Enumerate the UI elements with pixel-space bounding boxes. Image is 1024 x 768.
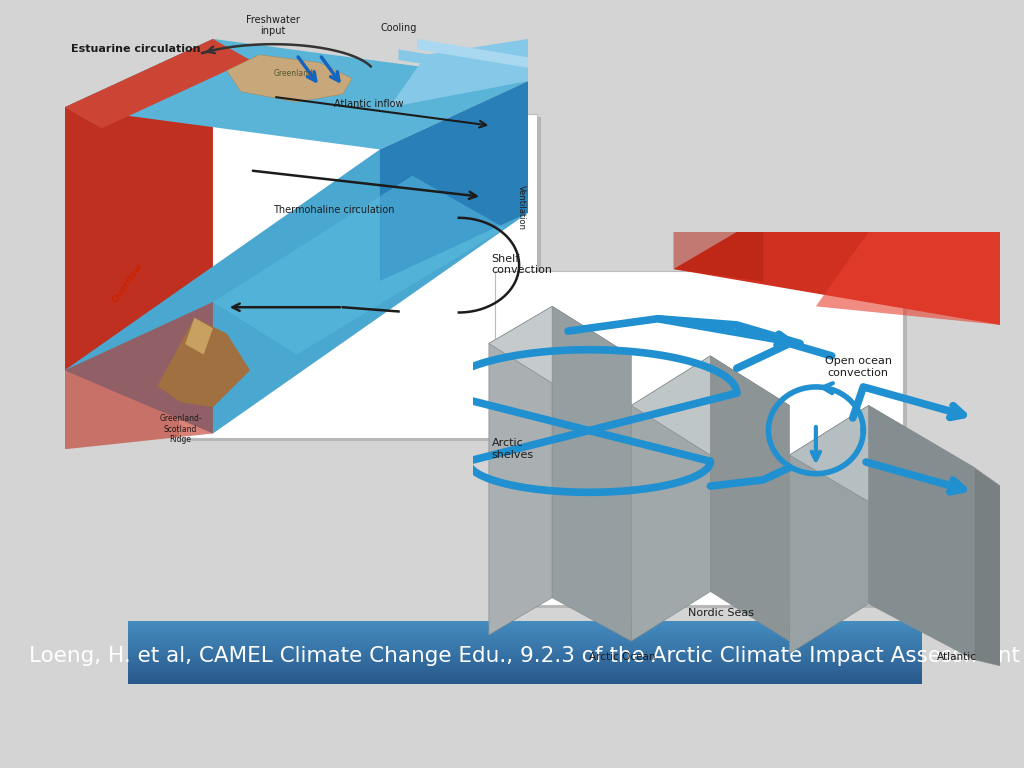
- Text: Atlantic: Atlantic: [937, 652, 977, 662]
- Polygon shape: [213, 176, 505, 355]
- Polygon shape: [65, 39, 528, 150]
- Text: Estuarine circulation: Estuarine circulation: [72, 44, 201, 54]
- Text: Greenland: Greenland: [273, 69, 313, 78]
- Polygon shape: [227, 55, 352, 102]
- Text: Greenland-
Scotland
Ridge: Greenland- Scotland Ridge: [159, 414, 202, 444]
- Bar: [128, 629, 922, 630]
- Bar: [128, 641, 922, 643]
- Bar: [128, 645, 922, 646]
- Polygon shape: [674, 232, 763, 282]
- Polygon shape: [389, 39, 528, 108]
- Bar: [128, 644, 922, 645]
- Bar: [128, 621, 922, 623]
- Bar: [128, 682, 922, 684]
- Polygon shape: [488, 306, 631, 393]
- Bar: [128, 670, 922, 671]
- FancyBboxPatch shape: [181, 117, 541, 441]
- Polygon shape: [674, 232, 1000, 325]
- Bar: [128, 643, 922, 644]
- Bar: [128, 640, 922, 641]
- Bar: [128, 650, 922, 651]
- Bar: [128, 647, 922, 649]
- Text: Freshwater
input: Freshwater input: [247, 15, 300, 36]
- Bar: [128, 675, 922, 676]
- Bar: [128, 649, 922, 650]
- Polygon shape: [417, 39, 528, 68]
- Bar: [128, 627, 922, 629]
- Polygon shape: [974, 468, 1000, 666]
- Bar: [128, 671, 922, 672]
- Polygon shape: [65, 39, 213, 370]
- Bar: [128, 663, 922, 664]
- Bar: [128, 660, 922, 661]
- Bar: [128, 655, 922, 656]
- FancyBboxPatch shape: [498, 273, 906, 607]
- Polygon shape: [65, 39, 250, 128]
- Bar: [128, 623, 922, 624]
- Bar: [128, 625, 922, 627]
- Polygon shape: [380, 81, 528, 281]
- Bar: [128, 669, 922, 670]
- Bar: [128, 666, 922, 667]
- Polygon shape: [816, 232, 1000, 325]
- Polygon shape: [790, 406, 974, 517]
- Bar: [128, 677, 922, 679]
- FancyBboxPatch shape: [495, 271, 903, 605]
- Bar: [128, 664, 922, 665]
- Polygon shape: [631, 356, 790, 455]
- Bar: [128, 680, 922, 681]
- Bar: [128, 665, 922, 666]
- Polygon shape: [65, 150, 528, 433]
- Polygon shape: [398, 49, 528, 81]
- Bar: [128, 674, 922, 675]
- Bar: [128, 667, 922, 669]
- Text: Ventilation: Ventilation: [517, 185, 526, 230]
- Polygon shape: [552, 306, 631, 641]
- Bar: [128, 657, 922, 659]
- Polygon shape: [488, 306, 552, 635]
- Bar: [128, 639, 922, 640]
- Text: Loeng, H. et al, CAMEL Climate Change Edu., 9.2.3 of the Arctic Climate Impact A: Loeng, H. et al, CAMEL Climate Change Ed…: [30, 646, 1020, 666]
- Bar: [128, 672, 922, 674]
- Bar: [128, 624, 922, 625]
- Text: Nordic Seas: Nordic Seas: [688, 608, 754, 618]
- Polygon shape: [711, 356, 790, 641]
- Bar: [128, 681, 922, 682]
- Text: Open ocean
convection: Open ocean convection: [824, 356, 892, 378]
- Polygon shape: [185, 318, 213, 355]
- Bar: [128, 646, 922, 647]
- Text: Atlantic inflow: Atlantic inflow: [334, 99, 403, 109]
- Polygon shape: [631, 356, 711, 641]
- Polygon shape: [790, 406, 868, 654]
- Text: Arctic Ocean: Arctic Ocean: [589, 652, 655, 662]
- Bar: [128, 659, 922, 660]
- Bar: [128, 637, 922, 639]
- Bar: [128, 630, 922, 631]
- Text: Cooling: Cooling: [380, 22, 417, 32]
- Polygon shape: [287, 78, 319, 91]
- Polygon shape: [65, 302, 213, 449]
- Bar: [128, 633, 922, 634]
- Bar: [128, 654, 922, 655]
- Text: Shelf
convection: Shelf convection: [492, 253, 553, 275]
- Polygon shape: [868, 406, 974, 660]
- Text: Overflow: Overflow: [111, 261, 144, 304]
- Bar: [128, 656, 922, 657]
- Bar: [128, 631, 922, 633]
- Polygon shape: [158, 318, 250, 407]
- Bar: [128, 635, 922, 637]
- Text: Arctic
shelves: Arctic shelves: [492, 438, 534, 460]
- Bar: [128, 653, 922, 654]
- Text: Thermohaline circulation: Thermohaline circulation: [273, 204, 395, 214]
- Bar: [128, 676, 922, 677]
- Bar: [128, 634, 922, 635]
- FancyBboxPatch shape: [178, 114, 538, 438]
- Bar: [128, 651, 922, 653]
- Bar: [128, 679, 922, 680]
- Bar: [128, 661, 922, 663]
